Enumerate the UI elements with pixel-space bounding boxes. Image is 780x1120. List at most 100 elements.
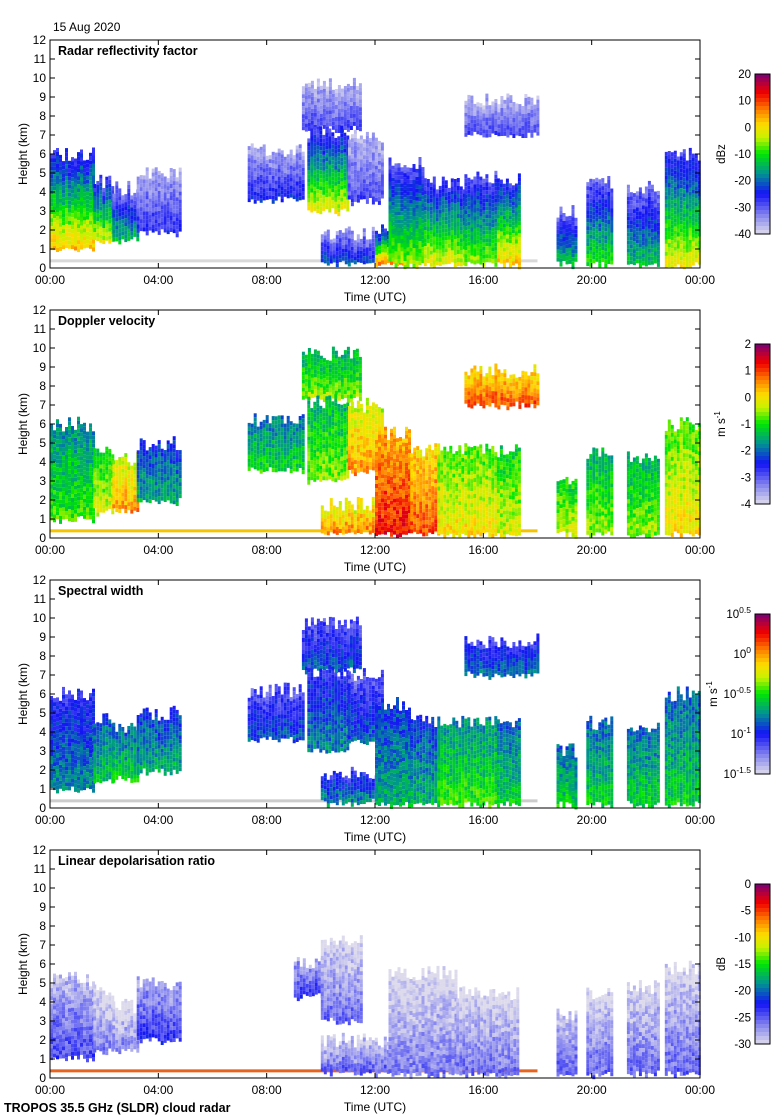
- echo-cell: [670, 192, 674, 197]
- echo-cell: [142, 187, 146, 192]
- echo-cell: [641, 205, 645, 210]
- echo-cell: [295, 157, 299, 162]
- echo-cell: [491, 207, 495, 212]
- echo-cell: [432, 196, 436, 201]
- echo-cell: [118, 232, 122, 237]
- echo-cell: [301, 187, 305, 192]
- echo-cell: [524, 98, 528, 102]
- echo-cell: [444, 220, 448, 225]
- echo-cell: [467, 185, 471, 190]
- echo-cell: [105, 482, 109, 487]
- echo-cell: [403, 169, 407, 174]
- echo-cell: [556, 241, 560, 246]
- echo-cell: [307, 146, 311, 151]
- echo-cell: [325, 86, 329, 91]
- echo-cell: [365, 159, 369, 164]
- echo-cell: [503, 123, 507, 128]
- echo-cell: [467, 225, 471, 230]
- echo-cell: [256, 184, 260, 189]
- echo-cell: [574, 225, 578, 230]
- echo-cell: [320, 238, 324, 243]
- echo-cell: [334, 205, 338, 210]
- echo-cell: [530, 121, 534, 126]
- echo-cell: [160, 480, 164, 485]
- echo-cell: [65, 156, 68, 161]
- echo-cell: [108, 480, 112, 485]
- echo-cell: [467, 114, 471, 119]
- echo-cell: [102, 464, 106, 469]
- echo-cell: [607, 204, 611, 208]
- echo-cell: [310, 172, 314, 177]
- echo-cell: [536, 95, 540, 100]
- echo-cell: [256, 168, 260, 173]
- echo-cell: [394, 167, 398, 172]
- echo-cell: [670, 168, 674, 173]
- echo-cell: [352, 109, 356, 114]
- echo-cell: [456, 262, 460, 266]
- echo-cell: [350, 166, 354, 171]
- echo-cell: [108, 203, 112, 208]
- echo-cell: [313, 138, 317, 143]
- echo-cell: [464, 198, 468, 203]
- echo-cell: [638, 207, 642, 212]
- echo-cell: [316, 201, 320, 206]
- echo-cell: [68, 469, 71, 474]
- echo-cell: [298, 172, 302, 177]
- echo-cell: [160, 476, 164, 481]
- echo-cell: [154, 453, 158, 458]
- echo-cell: [59, 214, 62, 219]
- echo-cell: [467, 253, 471, 258]
- echo-cell: [127, 208, 131, 213]
- echo-cell: [83, 220, 86, 225]
- echo-cell: [500, 104, 504, 108]
- echo-cell: [432, 244, 436, 249]
- echo-cell: [362, 183, 366, 188]
- echo-cell: [467, 118, 471, 123]
- echo-cell: [397, 255, 401, 260]
- echo-cell: [178, 466, 182, 471]
- echo-cell: [635, 247, 639, 252]
- echo-cell: [154, 191, 158, 196]
- echo-cell: [438, 213, 442, 218]
- echo-cell: [604, 243, 608, 248]
- echo-cell: [467, 229, 471, 234]
- echo-cell: [50, 230, 53, 235]
- echo-cell: [112, 464, 116, 469]
- echo-cell: [527, 108, 531, 113]
- echo-cell: [494, 234, 498, 239]
- echo-cell: [394, 171, 398, 176]
- echo-cell: [105, 478, 109, 483]
- echo-cell: [447, 223, 451, 228]
- echo-cell: [53, 226, 56, 231]
- echo-cell: [511, 253, 515, 258]
- echo-cell: [96, 225, 100, 229]
- echo-region: [136, 436, 182, 506]
- echo-cell: [604, 195, 608, 200]
- echo-cell: [340, 157, 344, 162]
- echo-cell: [96, 508, 100, 513]
- echo-cell: [607, 212, 611, 216]
- echo-cell: [280, 150, 284, 155]
- x-tick-label: 16:00: [468, 273, 498, 287]
- echo-cell: [160, 488, 164, 493]
- echo-cell: [175, 478, 179, 482]
- echo-cell: [118, 224, 122, 229]
- echo-cell: [371, 200, 375, 205]
- echo-cell: [518, 116, 522, 121]
- echo-cell: [169, 196, 173, 200]
- echo-cell: [99, 238, 103, 243]
- echo-cell: [89, 459, 92, 464]
- echo-cell: [108, 468, 112, 473]
- echo-cell: [99, 198, 103, 203]
- colorbar-swatch: [755, 198, 770, 203]
- echo-cell: [505, 258, 509, 263]
- echo-cell: [298, 164, 302, 169]
- echo-cell: [378, 253, 381, 258]
- echo-cell: [601, 238, 605, 243]
- echo-cell: [533, 124, 537, 129]
- echo-cell: [139, 458, 143, 463]
- echo-cell: [172, 488, 176, 493]
- echo-cell: [562, 237, 566, 241]
- echo-cell: [127, 204, 131, 209]
- echo-cell: [172, 169, 176, 174]
